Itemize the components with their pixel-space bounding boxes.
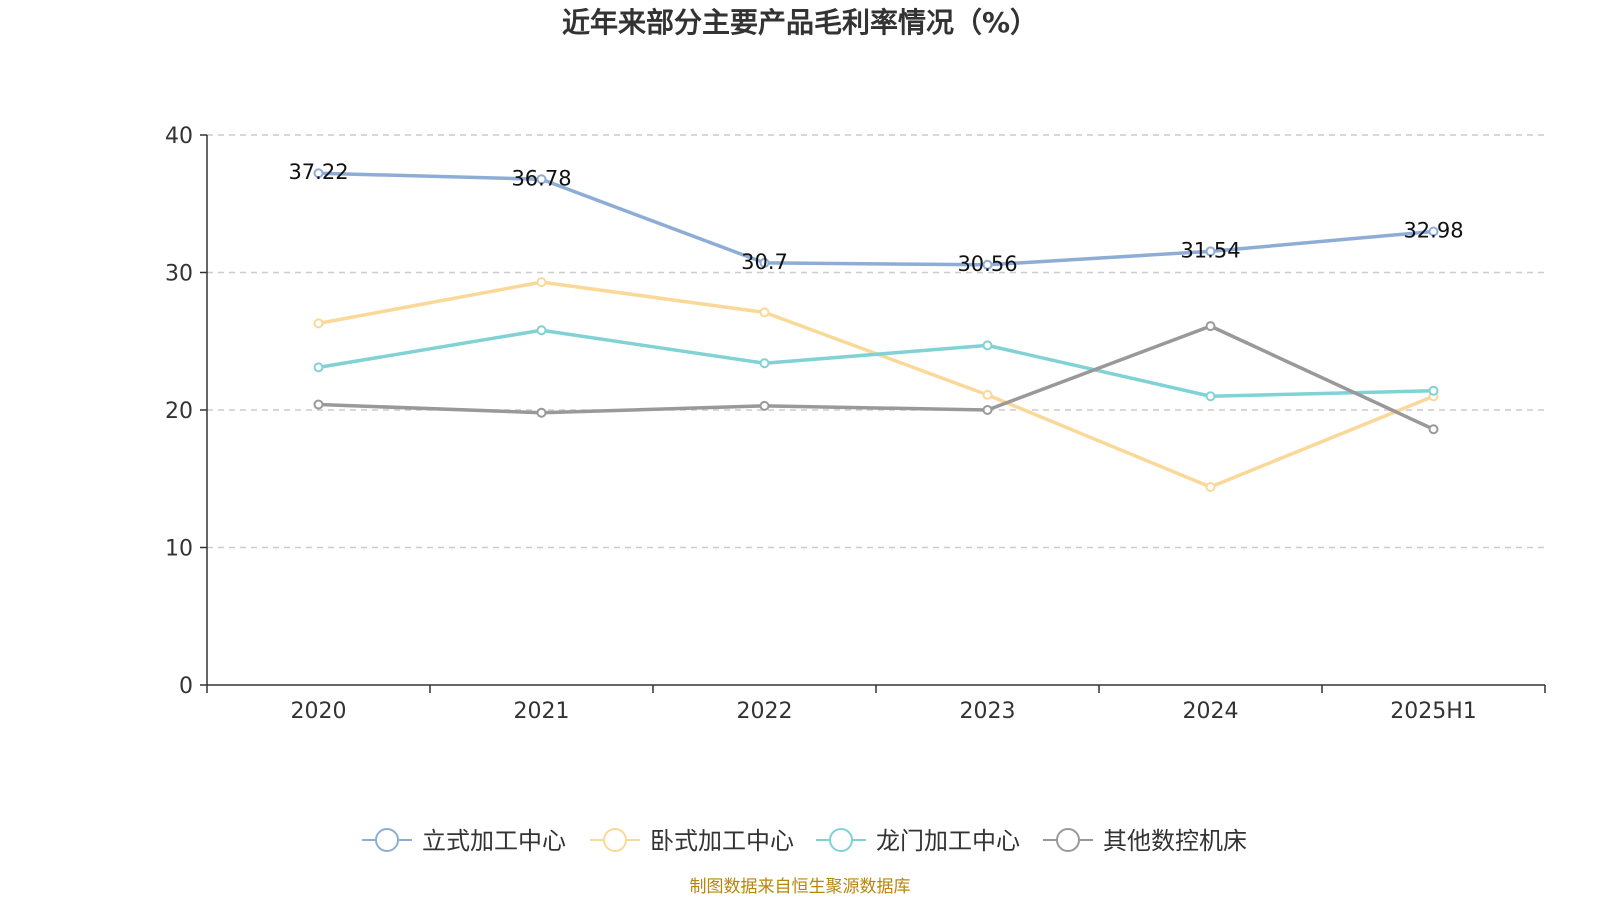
data-point <box>1205 321 1216 332</box>
data-labels: 37.22 36.78 30.7 30.56 31.54 32.98 <box>288 160 1463 276</box>
source-note: 制图数据来自恒生聚源数据库 <box>690 877 911 897</box>
data-label: 36.78 <box>511 166 571 190</box>
axes: 0 10 20 30 40 2020 2021 2022 2023 2024 2025H1 <box>165 124 1546 724</box>
data-point <box>759 307 770 318</box>
y-tick-label: 40 <box>165 124 193 149</box>
series-line <box>318 171 1434 267</box>
data-point <box>759 257 770 268</box>
chart-title: 近年来部分主要产品毛利率情况（%） <box>562 6 1038 39</box>
data-point <box>313 168 324 179</box>
x-tick-label: 2025H1 <box>1390 699 1477 724</box>
x-tick-label: 2024 <box>1183 699 1239 724</box>
data-point <box>1205 482 1216 492</box>
data-label: 37.22 <box>288 160 348 184</box>
data-point <box>536 325 547 336</box>
data-point <box>1205 391 1216 402</box>
legend-marker <box>1056 828 1080 852</box>
data-label: 32.98 <box>1403 219 1463 243</box>
legend: 立式加工中心 卧式加工中心 龙门加工中心 其他数控机床 <box>362 827 1247 855</box>
data-point <box>1428 226 1439 237</box>
legend-label: 其他数控机床 <box>1103 827 1247 855</box>
data-point <box>982 259 993 270</box>
y-tick-label: 10 <box>165 537 193 562</box>
legend-label: 卧式加工中心 <box>650 827 794 855</box>
y-tick-label: 30 <box>165 262 193 287</box>
data-point <box>536 277 547 288</box>
x-tick-label: 2021 <box>514 699 570 724</box>
legend-label: 立式加工中心 <box>422 827 566 855</box>
data-point <box>313 362 324 373</box>
data-point <box>982 389 993 400</box>
data-point <box>313 318 324 329</box>
x-tick-label: 2022 <box>737 699 793 724</box>
data-point <box>982 340 993 351</box>
data-point <box>313 399 324 410</box>
x-tick-label: 2020 <box>291 699 347 724</box>
legend-label: 龙门加工中心 <box>876 827 1020 855</box>
data-point <box>759 400 770 411</box>
legend-marker <box>603 828 627 852</box>
legend-marker <box>829 828 853 852</box>
y-tick-label: 20 <box>165 399 193 424</box>
data-point <box>1428 385 1439 396</box>
x-tick-label: 2023 <box>960 699 1016 724</box>
data-point <box>1205 246 1216 257</box>
data-label: 30.56 <box>957 252 1017 276</box>
data-point <box>982 405 993 415</box>
data-point <box>536 174 547 185</box>
data-label: 30.7 <box>741 250 788 274</box>
data-point <box>536 407 547 418</box>
grid-lines <box>207 134 1545 549</box>
series-lines <box>313 168 1439 492</box>
y-tick-label: 0 <box>179 674 193 699</box>
series-line <box>318 280 1435 489</box>
data-label: 31.54 <box>1180 238 1240 262</box>
legend-marker <box>375 828 399 852</box>
series-line <box>318 328 1434 398</box>
data-point <box>759 358 770 369</box>
data-point <box>1428 424 1439 435</box>
series-line <box>318 324 1435 431</box>
